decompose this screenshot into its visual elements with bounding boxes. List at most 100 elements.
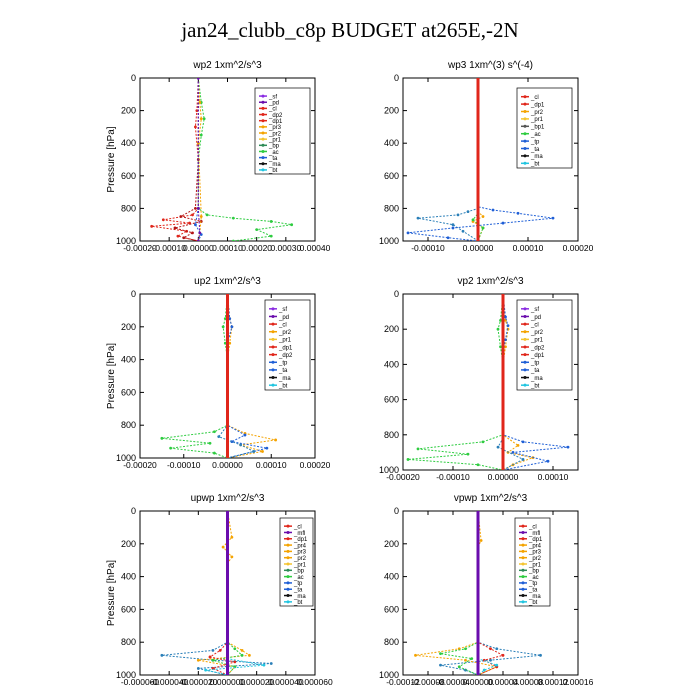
data-point — [233, 660, 237, 664]
series-group — [406, 294, 570, 470]
legend-entry: _ac — [528, 575, 539, 581]
legend-entry: _dp2 — [278, 353, 293, 359]
legend-marker — [521, 587, 525, 591]
data-point — [466, 210, 470, 214]
legend-marker — [261, 125, 265, 129]
legend-entry: _tp — [530, 361, 540, 367]
data-point — [247, 653, 251, 657]
y-tick-label: 800 — [384, 637, 399, 647]
x-tick-label: 0.00010 — [212, 243, 243, 253]
y-tick-label: 200 — [384, 539, 399, 549]
y-tick-label: 600 — [121, 387, 136, 397]
series-line-sf — [197, 78, 201, 241]
legend-entry: _pd — [268, 101, 279, 107]
legend-marker — [523, 154, 527, 158]
x-tick-label: 0.00004 — [488, 677, 519, 687]
x-tick-label: 0.00000 — [212, 460, 243, 470]
legend-marker — [261, 94, 265, 98]
data-point — [521, 440, 525, 444]
x-tick-label: -0.00010 — [436, 472, 470, 482]
page-title: jan24_clubb_c8p BUDGET at265E,-2N — [181, 18, 519, 42]
plot-frame — [402, 510, 579, 676]
legend-marker — [271, 376, 275, 380]
x-tick-label: 0.000060 — [297, 677, 333, 687]
legend-entry: _pr2 — [530, 330, 544, 336]
data-point — [439, 652, 442, 656]
data-point — [546, 459, 550, 463]
data-point — [499, 319, 502, 322]
data-point — [461, 229, 465, 233]
data-point — [150, 224, 154, 228]
chart-panel-6: vpwp 1xm^2/s^302004006008001000-0.00012-… — [379, 493, 594, 687]
y-tick-label: 1000 — [379, 465, 399, 475]
legend-marker — [523, 345, 527, 349]
data-point — [274, 438, 278, 442]
y-tick-label: 1000 — [116, 453, 136, 463]
data-point — [240, 653, 244, 657]
data-point — [495, 663, 499, 667]
legend-entry: _mfl — [528, 531, 540, 537]
series-line-dp1 — [477, 511, 505, 675]
data-point — [230, 555, 234, 559]
x-tick-label: -0.000060 — [121, 677, 160, 687]
chart-title: vpwp 1xm^2/s^3 — [454, 493, 528, 504]
y-tick-label: 200 — [384, 324, 399, 334]
legend-marker — [521, 556, 525, 560]
x-tick-label: 0.00000 — [183, 243, 214, 253]
data-point — [501, 468, 505, 470]
legend-entry: _tp — [528, 581, 538, 587]
data-point — [194, 125, 197, 129]
y-tick-label: 600 — [384, 395, 399, 405]
legend-entry: _ta — [268, 156, 278, 162]
y-tick-label: 0 — [131, 289, 136, 299]
legend-entry: _pr2 — [528, 556, 542, 562]
y-tick-label: 1000 — [379, 236, 399, 246]
legend-marker — [261, 106, 265, 110]
legend-marker — [271, 337, 275, 341]
y-tick-label: 400 — [121, 355, 136, 365]
data-point — [476, 239, 480, 241]
x-tick-label: -0.00020 — [123, 460, 157, 470]
x-tick-label: -0.000020 — [179, 677, 218, 687]
legend: _cl_mfl_dp1_pr4_pr3_pr2_pr1_bp_ac_tp_ta_… — [279, 517, 314, 607]
data-point — [496, 445, 500, 449]
legend-box — [264, 299, 311, 391]
data-point — [501, 653, 505, 657]
legend-entry: _dp1 — [268, 119, 283, 125]
data-point — [204, 668, 208, 672]
legend-entry: _pr2 — [530, 110, 544, 116]
data-point — [504, 338, 507, 342]
data-point — [196, 239, 200, 241]
series-group — [150, 78, 294, 241]
legend-marker — [523, 102, 527, 106]
y-tick-label: 200 — [121, 322, 136, 332]
data-point — [176, 234, 180, 238]
legend-entry: _pr1 — [293, 562, 307, 568]
x-tick-label: 0.00020 — [563, 243, 594, 253]
y-tick-label: 800 — [384, 203, 399, 213]
legend: _cl_dp1 _pr2_pr1 _bp1_ac_tp _ta_ma _bt — [516, 87, 573, 169]
x-tick-label: -0.00020 — [386, 472, 420, 482]
legend: _sf _pd_cl _pr2 _pr1_dp1 _dp2 _tp_ta _ma_bt — [264, 299, 311, 391]
data-point — [199, 117, 203, 121]
data-point — [208, 441, 212, 445]
data-point — [226, 511, 229, 513]
x-tick-label: 0.000040 — [268, 677, 304, 687]
x-tick-label: 0.00010 — [538, 472, 569, 482]
data-point — [199, 215, 203, 218]
data-point — [516, 211, 520, 215]
legend-entry: _pr3 — [268, 125, 282, 131]
data-point — [269, 234, 273, 238]
data-point — [516, 443, 520, 447]
x-tick-label: -0.00020 — [123, 243, 157, 253]
data-point — [208, 655, 212, 659]
x-tick-label: -0.00012 — [386, 677, 420, 687]
legend-marker — [286, 549, 290, 553]
data-point — [476, 158, 480, 161]
data-point — [495, 647, 499, 651]
data-point — [501, 294, 505, 296]
data-point — [226, 294, 229, 296]
legend: _cl_mfl_dp1_pr4_pr3_pr2_pr1_bp_ac_tp_ta_… — [514, 517, 551, 607]
data-point — [196, 667, 200, 670]
legend-entry: _cl — [278, 322, 287, 328]
